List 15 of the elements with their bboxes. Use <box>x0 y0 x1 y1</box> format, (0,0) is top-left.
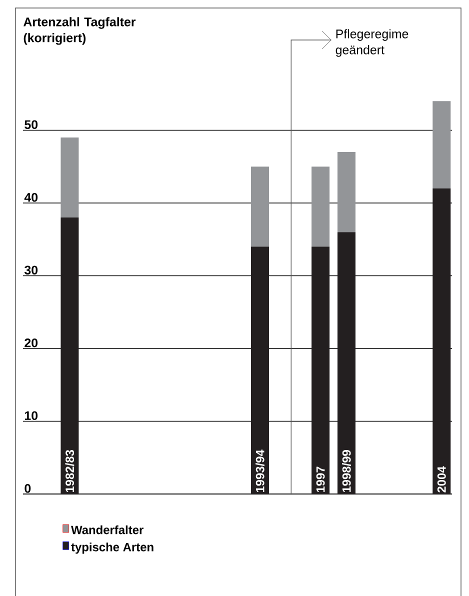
ref-line-label: Pflegeregime geändert <box>336 29 408 57</box>
x-tick-label: 1998/99 <box>342 450 351 492</box>
y-tick-label: 40 <box>24 192 38 202</box>
chart-title: Artenzahl Tagfalter (korrigiert) <box>24 17 136 45</box>
x-tick-label: 1982/83 <box>65 450 74 492</box>
legend-label: typische Arten <box>71 542 154 554</box>
legend-label: Wanderfalter <box>71 525 144 534</box>
x-tick-label: 1997 <box>316 466 325 492</box>
x-tick-label: 1993/94 <box>256 450 264 492</box>
y-tick-label: 0 <box>24 484 31 493</box>
y-tick-label: 20 <box>24 338 38 348</box>
y-tick-label: 30 <box>24 266 38 275</box>
y-tick-label: 10 <box>24 411 38 420</box>
y-tick-label: 50 <box>24 120 38 130</box>
x-tick-label: 2004 <box>437 466 446 492</box>
